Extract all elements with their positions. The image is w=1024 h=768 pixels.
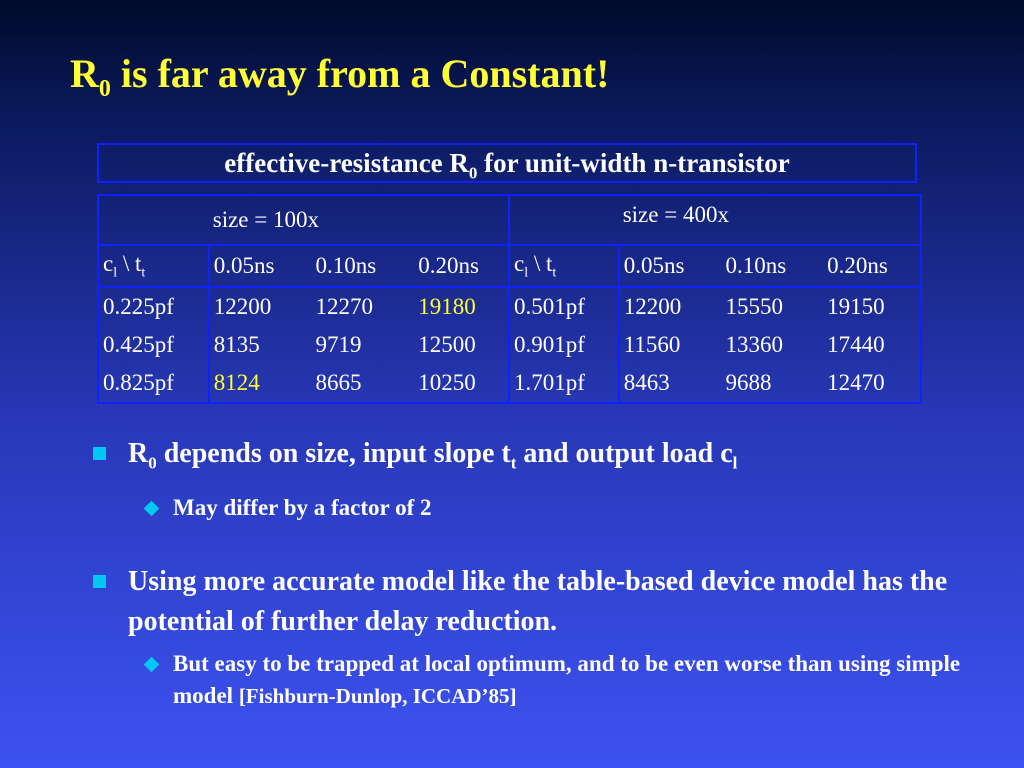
value-cell: 12200 [623, 294, 682, 319]
value-cell-highlight: 19180 [414, 287, 510, 326]
load-cell: 0.825pf [97, 364, 210, 404]
value-cell: 12270 [315, 294, 373, 319]
value-cell: 8135 [213, 332, 260, 357]
value-cell-highlight: 8124 [208, 364, 312, 404]
value-cell: 12200 [213, 294, 272, 319]
table-row: 0.425pf 8135 9719 12500 0.901pf 11560 13… [97, 326, 922, 364]
value-cell: 8463 [618, 364, 722, 404]
value-cell: 19150 [823, 287, 922, 326]
square-bullet-icon [93, 574, 106, 588]
value-cell: 8665 [311, 364, 415, 404]
col-header: 0.05ns [208, 245, 312, 288]
col-header: 0.10ns [721, 245, 824, 288]
square-bullet-icon [93, 447, 106, 460]
corner-header-100x: cl \ tt [97, 245, 210, 288]
bullet-item: R0 depends on size, input slope tt and o… [90, 434, 970, 484]
load-cell: 0.901pf [508, 326, 620, 364]
value-cell: 13360 [725, 332, 783, 357]
value-cell: 9688 [721, 364, 824, 404]
table-caption: effective-resistance R0 for unit-width n… [97, 143, 917, 183]
value-cell: 12470 [823, 364, 922, 404]
size-label-400x: size = 400x [618, 194, 923, 246]
value-cell: 10250 [414, 364, 510, 404]
bullet-item: Using more accurate model like the table… [90, 562, 970, 642]
column-header-row: cl \ tt 0.05ns 0.10ns 0.20ns cl \ tt 0.0… [97, 245, 922, 288]
value-cell: 17440 [823, 326, 922, 364]
table-row: 0.225pf 12200 12270 19180 0.501pf 12200 … [97, 287, 922, 326]
value-cell: 9719 [315, 332, 362, 357]
corner-header-400x: cl \ tt [508, 245, 620, 288]
size-label-100x: size = 100x [208, 194, 510, 246]
col-header: 0.20ns [414, 245, 510, 288]
load-cell: 0.501pf [508, 287, 620, 326]
load-cell: 0.425pf [97, 326, 210, 364]
table-row: 0.825pf 8124 8665 10250 1.701pf 8463 968… [97, 364, 922, 404]
col-header: 0.05ns [618, 245, 722, 288]
load-cell: 1.701pf [508, 364, 620, 404]
resistance-table: size = 100x size = 400x cl \ tt 0.05ns 0… [97, 194, 923, 404]
bullet-list: R0 depends on size, input slope tt and o… [90, 434, 970, 712]
value-cell: 12500 [414, 326, 510, 364]
sub-bullet-item: But easy to be trapped at local optimum,… [90, 648, 970, 712]
col-header: 0.20ns [823, 245, 922, 288]
value-cell: 15550 [725, 294, 783, 319]
diamond-bullet-icon [143, 500, 160, 516]
col-header: 0.10ns [311, 245, 415, 288]
sub-bullet-item: May differ by a factor of 2 [90, 492, 970, 524]
size-header-row: size = 100x size = 400x [97, 194, 923, 246]
load-cell: 0.225pf [97, 287, 210, 326]
value-cell: 11560 [623, 332, 681, 357]
citation: [Fishburn-Dunlop, ICCAD’85] [238, 683, 517, 708]
diamond-bullet-icon [143, 656, 160, 672]
slide-title: R0 is far away from a Constant! [70, 51, 610, 102]
